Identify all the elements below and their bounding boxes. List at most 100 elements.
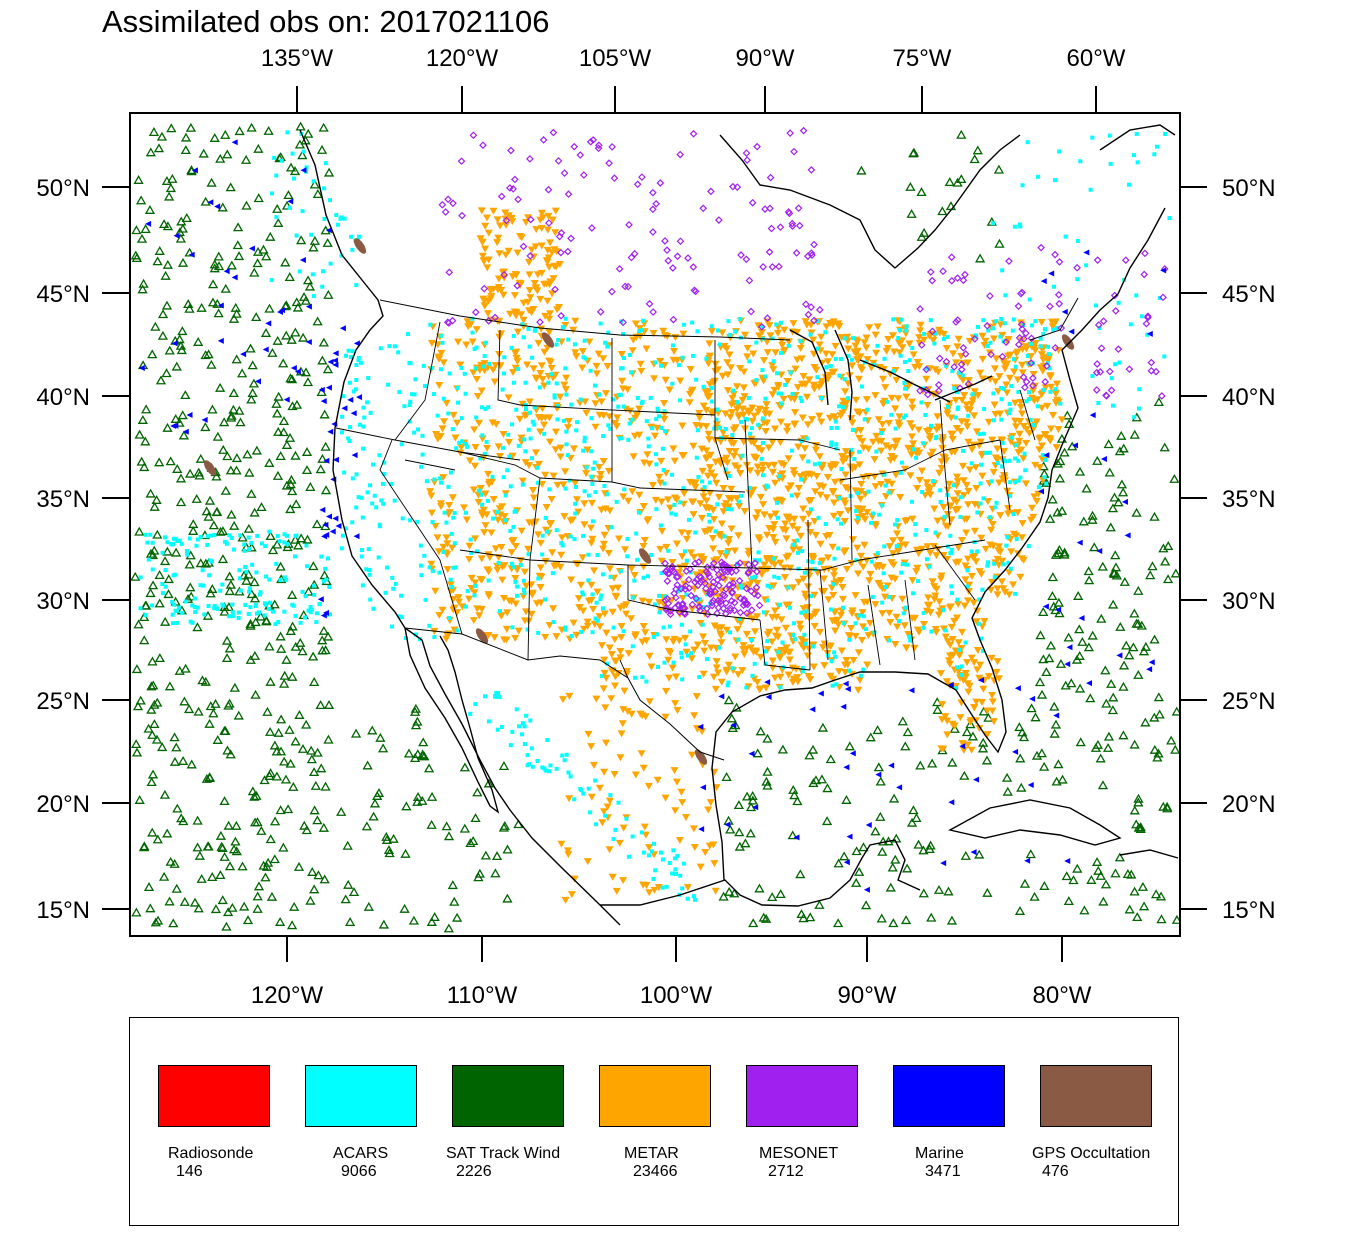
obs-marker <box>469 617 478 625</box>
obs-marker <box>154 653 165 663</box>
obs-marker <box>563 486 568 491</box>
obs-marker <box>1113 497 1124 507</box>
obs-marker <box>814 899 825 909</box>
obs-marker <box>499 430 508 438</box>
obs-marker <box>1129 429 1140 439</box>
obs-marker <box>158 219 170 229</box>
obs-marker <box>693 641 702 649</box>
obs-marker <box>615 264 624 273</box>
obs-marker <box>1118 730 1129 740</box>
obs-marker <box>941 713 950 721</box>
obs-marker <box>281 654 292 664</box>
obs-marker <box>933 413 942 421</box>
obs-marker <box>323 566 328 571</box>
obs-marker <box>276 643 287 653</box>
obs-marker <box>949 591 954 596</box>
obs-marker <box>681 610 689 618</box>
obs-marker <box>502 625 511 633</box>
obs-marker <box>437 570 442 575</box>
obs-marker <box>771 479 780 487</box>
obs-marker <box>1118 660 1130 670</box>
obs-marker <box>1085 693 1096 703</box>
obs-marker <box>177 223 188 233</box>
obs-marker <box>1141 249 1149 258</box>
obs-marker <box>625 220 633 229</box>
obs-marker <box>761 473 766 478</box>
obs-marker <box>245 618 256 628</box>
obs-marker <box>340 414 345 419</box>
obs-marker <box>602 739 611 747</box>
obs-marker <box>669 511 674 516</box>
obs-marker <box>470 589 479 597</box>
obs-marker <box>133 174 144 184</box>
obs-marker <box>959 477 968 485</box>
obs-marker <box>484 470 493 478</box>
obs-marker <box>957 418 966 426</box>
obs-marker <box>477 576 486 584</box>
obs-marker <box>298 291 310 301</box>
obs-marker <box>327 612 332 617</box>
obs-marker <box>1056 433 1068 443</box>
obs-marker <box>435 413 440 418</box>
obs-marker <box>718 372 727 380</box>
obs-marker <box>456 400 461 405</box>
obs-marker <box>822 783 833 793</box>
obs-marker <box>668 664 677 672</box>
obs-marker <box>273 622 278 627</box>
obs-marker <box>1046 302 1054 311</box>
obs-marker <box>570 142 579 151</box>
obs-marker <box>185 582 196 592</box>
obs-marker <box>278 427 289 437</box>
obs-marker <box>619 824 628 832</box>
obs-marker <box>574 595 583 603</box>
obs-marker <box>709 516 718 524</box>
obs-marker <box>536 630 541 635</box>
obs-marker <box>675 601 683 610</box>
obs-marker <box>535 758 540 763</box>
obs-marker <box>271 609 276 614</box>
obs-marker <box>1036 748 1047 758</box>
obs-marker <box>361 424 366 429</box>
obs-marker <box>917 467 926 475</box>
obs-marker <box>1129 805 1140 815</box>
obs-marker <box>943 510 952 518</box>
obs-marker <box>658 523 663 528</box>
obs-marker <box>360 583 365 588</box>
obs-marker <box>915 760 926 770</box>
obs-marker <box>1116 300 1121 305</box>
obs-marker <box>640 537 649 545</box>
obs-marker <box>530 419 535 424</box>
obs-marker <box>242 548 247 553</box>
obs-marker <box>320 781 331 791</box>
obs-marker <box>445 502 454 510</box>
obs-marker <box>898 470 903 475</box>
obs-marker <box>579 607 588 615</box>
obs-marker <box>396 350 401 355</box>
right-lat-label: 15°N <box>1222 897 1276 924</box>
obs-marker <box>941 633 950 641</box>
obs-marker <box>226 410 237 420</box>
obs-marker <box>533 271 542 279</box>
obs-marker <box>1153 397 1165 406</box>
right-lat-label: 50°N <box>1222 175 1276 202</box>
obs-marker <box>410 392 415 397</box>
obs-marker <box>762 766 773 776</box>
obs-marker <box>701 605 706 610</box>
obs-marker <box>997 578 1006 586</box>
obs-marker <box>844 507 853 515</box>
obs-marker <box>597 392 602 397</box>
obs-marker <box>295 121 306 131</box>
obs-marker <box>146 704 157 714</box>
obs-marker <box>847 451 856 459</box>
obs-marker <box>1009 384 1014 389</box>
obs-marker <box>959 770 970 780</box>
obs-marker <box>579 625 588 633</box>
obs-marker <box>992 355 1001 363</box>
obs-marker <box>1054 346 1063 354</box>
obs-marker <box>782 644 791 652</box>
obs-marker <box>188 525 199 535</box>
obs-marker <box>397 390 402 395</box>
obs-marker <box>916 187 927 197</box>
obs-marker <box>747 791 758 800</box>
obs-marker <box>272 155 277 160</box>
